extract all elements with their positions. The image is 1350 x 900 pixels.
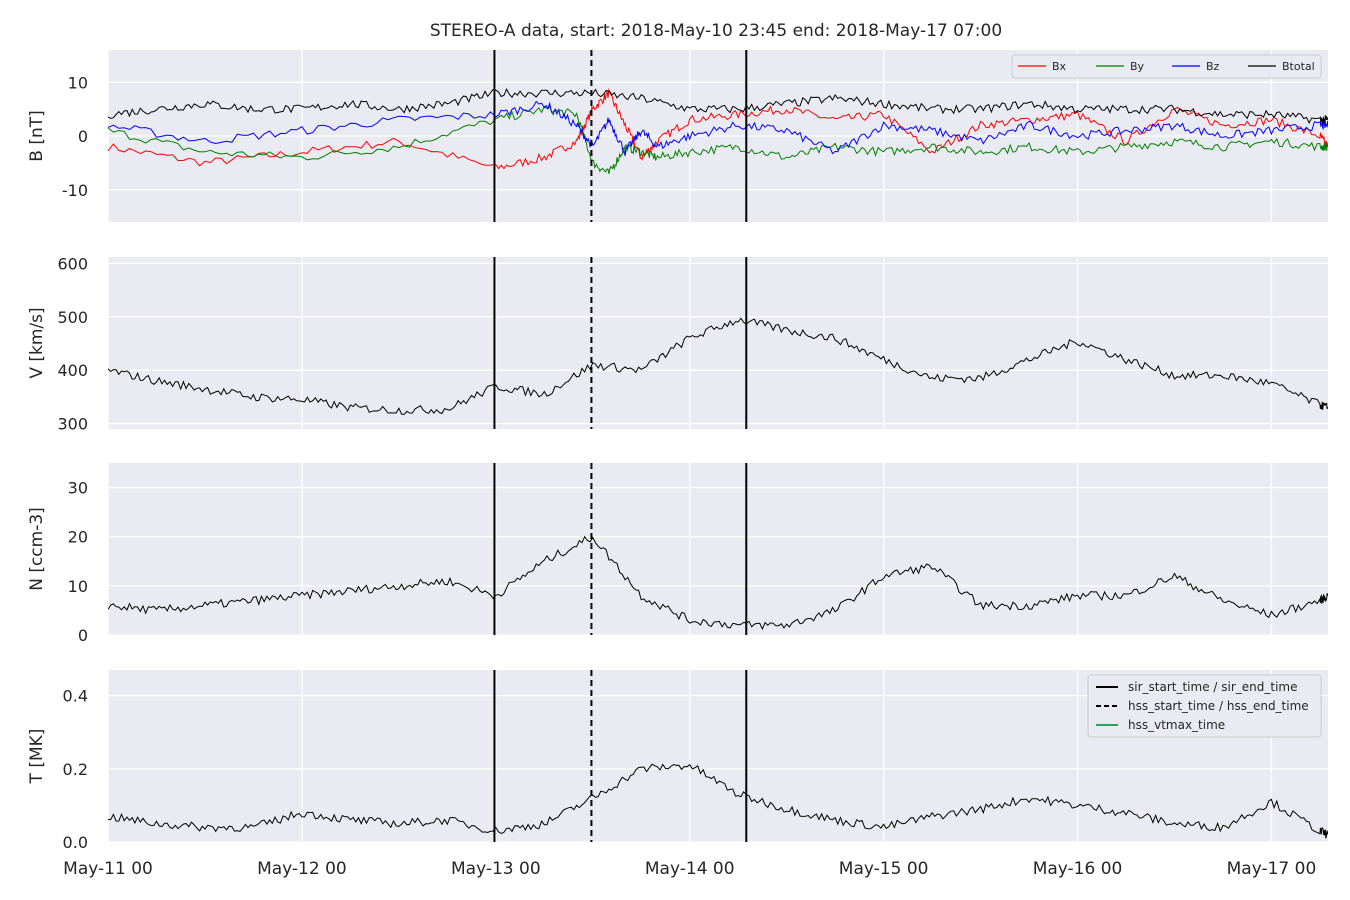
- x-tick-label: May-17 00: [1227, 859, 1317, 879]
- x-tick-label: May-13 00: [451, 859, 541, 879]
- y-tick-label: 30: [68, 479, 88, 498]
- legend-label: Bz: [1206, 60, 1220, 73]
- y-tick-label: 400: [57, 361, 88, 380]
- chart-title: STEREO-A data, start: 2018-May-10 23:45 …: [430, 21, 1002, 41]
- legend-label: Btotal: [1282, 60, 1315, 73]
- y-tick-label: 500: [57, 308, 88, 327]
- series-line-btotal: [108, 88, 1328, 125]
- x-tick-label: May-14 00: [645, 859, 735, 879]
- y-tick-label: 20: [68, 528, 88, 547]
- series-group: [108, 535, 1328, 631]
- panel-1: 10 0 -10 B [nT] Bx By Bz Btotal: [27, 50, 1328, 222]
- y-tick-label: 10: [68, 577, 88, 596]
- series-line: [108, 535, 1328, 631]
- y-axis-label: T [MK]: [27, 729, 47, 785]
- y-axis-label: N [ccm-3]: [27, 507, 47, 591]
- panel-2: 600 500 400 300 V [km/s]: [27, 254, 1328, 434]
- x-tick-label: May-11 00: [63, 859, 153, 879]
- panel-4: 0.4 0.2 0.0 T [MK] sir_start_time / sir_end_…: [27, 670, 1328, 852]
- series-group: [108, 317, 1328, 415]
- y-tick-label: 300: [57, 415, 88, 434]
- series-line: [108, 763, 1328, 839]
- y-tick-label: 0.0: [63, 833, 88, 852]
- x-tick-label: May-12 00: [257, 859, 347, 879]
- panel-3: 30 20 10 0 N [ccm-3]: [27, 463, 1328, 645]
- legend-label: hss_vtmax_time: [1128, 718, 1225, 732]
- legend-b: Bx By Bz Btotal: [1011, 54, 1322, 79]
- legend-label: By: [1130, 60, 1145, 73]
- x-axis: May-11 00 May-12 00 May-13 00 May-14 00 May-…: [63, 859, 1316, 879]
- plot-background: [108, 257, 1328, 429]
- series-group: [108, 87, 1328, 174]
- y-axis-label: B [nT]: [27, 110, 47, 162]
- y-tick-label: 0.4: [63, 687, 88, 706]
- series-line-bz: [108, 100, 1328, 156]
- series-line-bx: [108, 87, 1328, 170]
- legend-label: sir_start_time / sir_end_time: [1128, 680, 1298, 694]
- y-axis-label: V [km/s]: [27, 307, 47, 378]
- x-tick-label: May-15 00: [839, 859, 929, 879]
- y-tick-label: 10: [68, 73, 88, 92]
- y-tick-label: 0: [78, 626, 88, 645]
- legend-label: Bx: [1052, 60, 1067, 73]
- x-tick-label: May-16 00: [1033, 859, 1123, 879]
- series-line: [108, 317, 1328, 415]
- y-tick-label: 0: [78, 127, 88, 146]
- series-group: [108, 763, 1328, 839]
- plot-background: [108, 463, 1328, 635]
- legend-label: hss_start_time / hss_end_time: [1128, 699, 1309, 713]
- y-tick-label: 0.2: [63, 760, 88, 779]
- series-line-by: [108, 104, 1328, 174]
- y-tick-label: 600: [57, 254, 88, 273]
- legend-t: sir_start_time / sir_end_time hss_start_t…: [1087, 674, 1322, 738]
- y-tick-label: -10: [62, 181, 88, 200]
